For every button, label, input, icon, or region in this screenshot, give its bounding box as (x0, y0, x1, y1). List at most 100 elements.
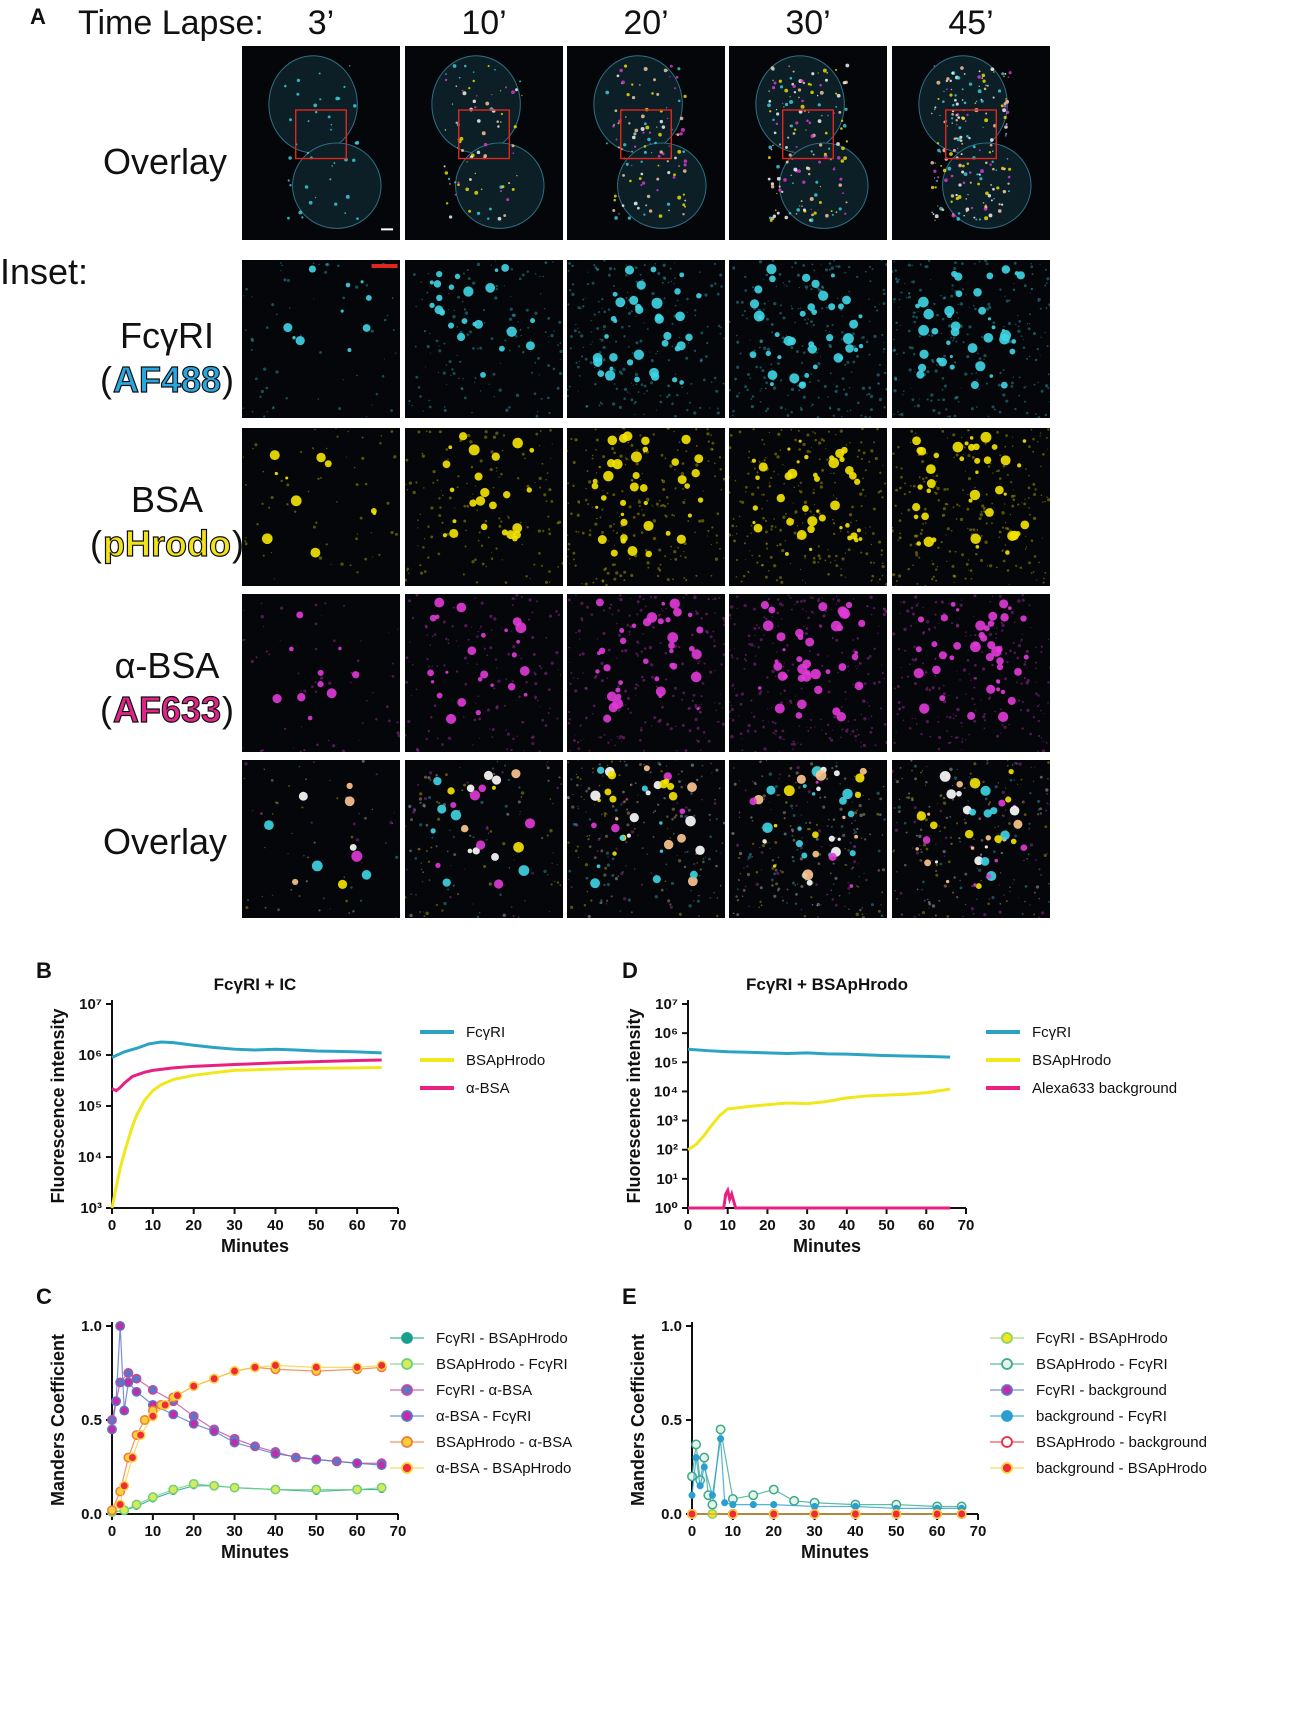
legend-label-1: BSApHrodo (1032, 1052, 1111, 1069)
data-point (131, 1499, 142, 1510)
time-header-3: 30’ (785, 4, 831, 42)
data-point (270, 1448, 281, 1459)
x-tick-label: 10 (719, 1217, 736, 1234)
series-line-0 (687, 1047, 951, 1059)
y-tick-label: 0.0 (661, 1506, 682, 1523)
data-point (932, 1509, 943, 1519)
x-tick-label: 70 (390, 1217, 407, 1234)
legend-marker-1 (401, 1358, 413, 1370)
chart-c: 0 10 20 30 40 50 60 70 0.0 0.5 1.0 Minutes Manders C… (48, 1318, 572, 1562)
data-point (715, 1424, 726, 1435)
micrograph-r1-c0 (242, 260, 400, 418)
x-tick-label: 10 (725, 1523, 742, 1540)
time-header-1: 10’ (461, 4, 507, 42)
x-tick-label: 50 (878, 1217, 895, 1234)
y-tick-label: 1.0 (661, 1318, 682, 1335)
y-tick-label: 10³ (80, 1200, 102, 1217)
panel-d-letter: D (622, 958, 638, 983)
data-point (168, 1409, 179, 1420)
data-point (107, 1415, 117, 1425)
x-tick-label: 0 (684, 1217, 692, 1234)
x-tick-label: 0 (688, 1523, 696, 1540)
y-tick-label: 0.5 (661, 1412, 682, 1429)
x-tick-label: 20 (765, 1523, 782, 1540)
data-point (748, 1490, 759, 1501)
data-point (229, 1482, 240, 1493)
y-tick-label: 10⁴ (654, 1083, 678, 1100)
data-point (188, 1381, 199, 1392)
x-tick-label: 70 (970, 1523, 987, 1540)
data-point (147, 1384, 158, 1395)
panel-e-letter: E (622, 1284, 637, 1309)
legend-marker-2 (1001, 1384, 1013, 1396)
micrograph-r0-c4 (892, 46, 1050, 240)
micrograph-r2-c1 (405, 428, 563, 586)
x-tick-label: 40 (267, 1523, 284, 1540)
bsa-label-text: BSA (130, 479, 204, 520)
data-point (687, 1509, 697, 1519)
legend-label-3: background - FcγRI (1036, 1408, 1167, 1425)
y-tick-label: 10⁴ (78, 1149, 102, 1166)
data-point (115, 1321, 126, 1331)
y-axis-label: Fluorescence intensity (48, 1008, 68, 1203)
legend-label-5: α-BSA - BSApHrodo (436, 1460, 571, 1477)
y-tick-label: 0.5 (81, 1412, 102, 1429)
data-point (708, 1491, 716, 1499)
micrograph-r4-c4 (892, 760, 1050, 918)
x-tick-label: 60 (918, 1217, 935, 1234)
data-point (851, 1502, 859, 1511)
fcgr-paren-open: ( (99, 359, 112, 400)
y-tick-label: 0.0 (81, 1506, 102, 1523)
row-label-abs: α-BSA (AF633) (72, 644, 262, 732)
legend-label-0: FcγRI - BSApHrodo (1036, 1330, 1168, 1347)
micrograph-r2-c2 (567, 428, 725, 586)
legend-label-2: FcγRI - background (1036, 1382, 1167, 1399)
micrograph-r1-c4 (892, 260, 1050, 418)
y-tick-label: 10⁵ (78, 1098, 102, 1115)
legend-marker-3 (1001, 1410, 1013, 1422)
chart-title: FcγRI + IC (214, 975, 297, 994)
y-tick-label: 10⁵ (654, 1054, 678, 1071)
data-point (229, 1437, 240, 1448)
data-point (168, 1484, 179, 1495)
x-tick-label: 10 (145, 1217, 162, 1234)
micrograph-r0-c1 (405, 46, 563, 240)
y-axis-label: Manders Coefficient (628, 1334, 648, 1506)
abs-label-text: α-BSA (114, 645, 220, 686)
x-axis-label: Minutes (793, 1236, 861, 1256)
legend-label-1: BSApHrodo - FcγRI (436, 1356, 568, 1373)
legend-label-4: BSApHrodo - background (1036, 1434, 1207, 1451)
data-point (727, 1509, 738, 1519)
micrograph-r2-c3 (729, 428, 887, 586)
y-tick-label: 10⁶ (78, 1047, 102, 1064)
x-tick-label: 20 (185, 1217, 202, 1234)
fcgr-tag: AF488 (112, 358, 222, 400)
x-tick-label: 60 (349, 1523, 366, 1540)
overlay2-label-text: Overlay (102, 821, 228, 862)
legend-marker-5 (401, 1462, 413, 1474)
data-point (131, 1373, 142, 1384)
micrograph-r1-c2 (567, 260, 725, 418)
data-point (376, 1360, 387, 1371)
series-line-1 (687, 1087, 951, 1151)
abs-tag: AF633 (112, 688, 222, 730)
chart-title: FcγRI + BSApHrodo (746, 975, 908, 994)
data-point (376, 1460, 387, 1471)
data-point (209, 1480, 220, 1491)
x-tick-label: 20 (759, 1217, 776, 1234)
data-point (270, 1484, 281, 1495)
data-point (311, 1454, 322, 1465)
data-point (699, 1452, 710, 1463)
legend-marker-0 (401, 1332, 413, 1344)
data-point (729, 1501, 737, 1509)
x-tick-label: 40 (847, 1523, 864, 1540)
data-point (352, 1362, 363, 1373)
x-tick-label: 50 (308, 1523, 325, 1540)
chart-e: 0 10 20 30 40 50 60 70 0.0 0.5 1.0 Minutes Manders C… (628, 1318, 1207, 1562)
data-point (707, 1499, 718, 1510)
chart-d: FcγRI + BSApHrodo 0 10 20 30 40 50 60 70 10⁰ 10¹ 10… (624, 975, 1177, 1256)
x-tick-label: 30 (226, 1217, 243, 1234)
x-tick-label: 60 (349, 1217, 366, 1234)
inset-label-text: Inset: (0, 251, 89, 292)
legend-label-2: Alexa633 background (1032, 1080, 1177, 1097)
